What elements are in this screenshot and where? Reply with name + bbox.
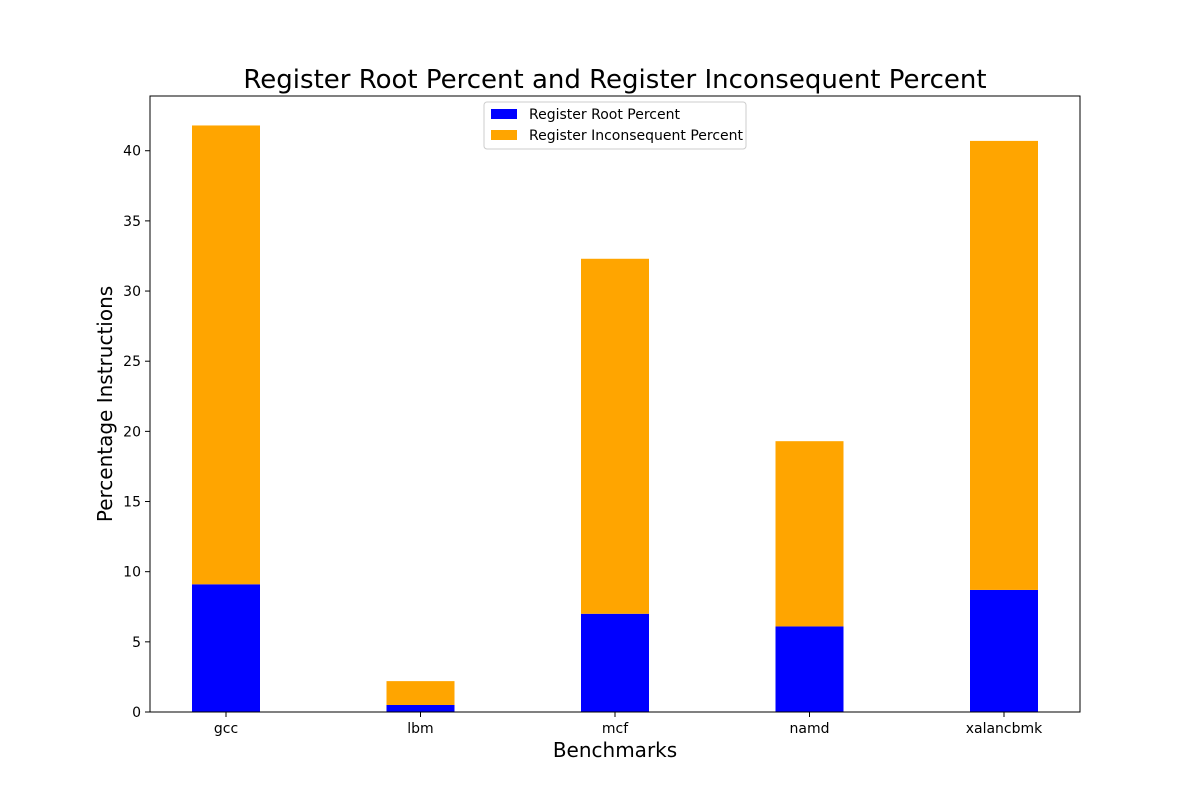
legend-label-root: Register Root Percent	[529, 107, 680, 123]
y-tick-label: 30	[123, 284, 141, 300]
x-tick-label-xalancbmk: xalancbmk	[966, 721, 1043, 737]
legend-box	[483, 101, 747, 150]
x-axis: gcc lbm mcf namd xalancbmk	[214, 712, 1043, 737]
bar-xalancbmk-inconsequent	[970, 140, 1038, 590]
y-tick-label: 10	[123, 565, 141, 581]
x-tick-label-lbm: lbm	[407, 721, 433, 737]
legend-swatch-root	[491, 109, 517, 119]
bar-mcf-root	[581, 613, 649, 712]
x-axis-label: Benchmarks	[553, 738, 677, 762]
bar-gcc-root	[192, 584, 260, 712]
y-axis-label: Percentage Instructions	[93, 286, 117, 522]
bar-mcf-inconsequent	[581, 258, 649, 614]
bar-lbm-inconsequent	[386, 681, 455, 705]
bar-gcc-inconsequent	[192, 125, 260, 585]
y-tick-label: 15	[123, 495, 141, 511]
y-tick-label: 5	[132, 635, 141, 651]
y-axis: 0 5 10 15 20 25 30 35 40	[123, 144, 150, 721]
legend-swatch-inconsequent	[491, 130, 517, 140]
y-tick-label: 0	[132, 705, 141, 721]
y-tick-label: 20	[123, 424, 141, 440]
bar-namd-inconsequent	[775, 441, 844, 627]
bar-lbm-root	[386, 704, 455, 712]
legend-label-inconsequent: Register Inconsequent Percent	[529, 128, 744, 144]
x-tick-label-namd: namd	[790, 721, 830, 737]
bars-layer	[192, 125, 1038, 712]
x-tick-label-gcc: gcc	[214, 721, 238, 737]
y-tick-label: 35	[123, 214, 141, 230]
chart-title: Register Root Percent and Register Incon…	[243, 65, 986, 95]
y-tick-label: 40	[123, 144, 141, 160]
bar-xalancbmk-root	[970, 589, 1038, 712]
legend: Register Root Percent Register Inconsequ…	[483, 101, 747, 150]
y-tick-label: 25	[123, 354, 141, 370]
bar-namd-root	[775, 626, 844, 712]
x-tick-label-mcf: mcf	[602, 721, 629, 737]
